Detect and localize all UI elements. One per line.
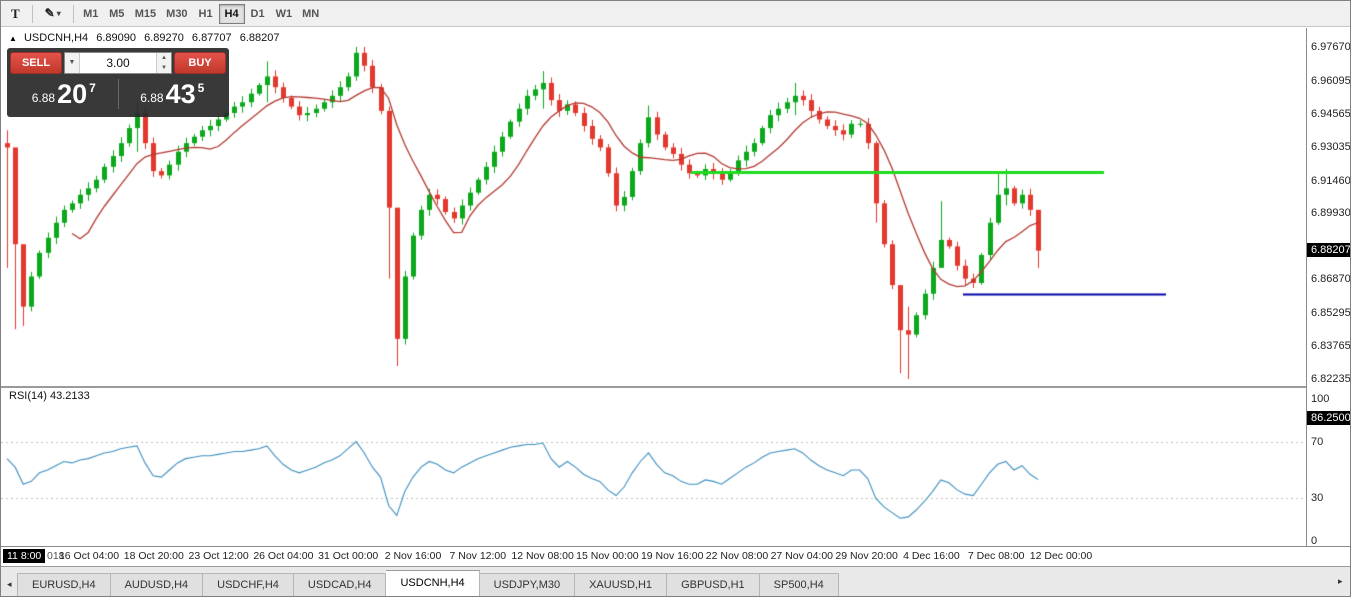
rsi-axis-label: 30 xyxy=(1311,492,1324,505)
trade-buttons-row: SELL ▼ ▲ ▼ BUY xyxy=(10,51,226,74)
top-toolbar: T ✎ ▾ M1 M5 M15 M30 H1 H4 D1 W1 MN xyxy=(1,1,1350,27)
lot-steppers: ▲ ▼ xyxy=(156,52,171,73)
time-axis[interactable]: 11 8:00 018 16 Oct 04:00 18 Oct 20:00 23 O… xyxy=(1,546,1350,567)
price-divider xyxy=(117,79,119,109)
price-axis-label: 6.93035 xyxy=(1311,140,1351,153)
current-price-badge: 6.88207 xyxy=(1307,242,1350,257)
buy-price-big: 43 xyxy=(165,78,196,109)
tab-sp500-h4[interactable]: SP500,H4 xyxy=(759,573,839,596)
tab-usdchf-h4[interactable]: USDCHF,H4 xyxy=(203,573,294,596)
rsi-axis-label: 70 xyxy=(1311,435,1324,448)
price-axis-label: 6.83765 xyxy=(1311,340,1351,353)
tab-eurusd-h4[interactable]: EURUSD,H4 xyxy=(17,573,111,596)
price-axis-label: 6.86870 xyxy=(1311,273,1351,286)
price-axis-label: 6.97670 xyxy=(1311,41,1351,53)
rsi-axis-label: 100 xyxy=(1311,393,1330,405)
time-axis-label: 23 Oct 12:00 xyxy=(188,550,249,562)
sell-price-sup: 7 xyxy=(89,81,96,95)
ohlc-low: 6.87707 xyxy=(191,32,232,44)
rsi-value-badge: 86.2500 xyxy=(1307,410,1350,425)
timeframe-h1[interactable]: H1 xyxy=(193,4,219,24)
symbol-label: USDCNH,H4 xyxy=(23,32,89,44)
tab-audusd-h4[interactable]: AUDUSD,H4 xyxy=(110,573,204,596)
sell-price-big: 20 xyxy=(57,78,88,109)
symbol-marker-icon: ▲ xyxy=(9,34,17,43)
time-badge: 11 8:00 xyxy=(3,549,46,563)
sell-price-prefix: 6.88 xyxy=(31,91,56,105)
timeframe-m5[interactable]: M5 xyxy=(104,4,130,24)
lot-dropdown-icon[interactable]: ▼ xyxy=(65,52,80,73)
chart-tabs: EURUSD,H4 AUDUSD,H4 USDCHF,H4 USDCAD,H4 USDC… xyxy=(17,570,839,596)
ohlc-open: 6.89090 xyxy=(96,32,136,44)
time-axis-label: 7 Nov 12:00 xyxy=(449,550,507,562)
tab-usdjpy-m30[interactable]: USDJPY,M30 xyxy=(479,573,576,596)
time-axis-label: 26 Oct 04:00 xyxy=(253,550,314,562)
text-tool-button[interactable]: T xyxy=(4,4,27,24)
lot-size-control: ▼ ▲ ▼ xyxy=(64,51,172,74)
lot-decrease-button[interactable]: ▼ xyxy=(157,62,171,73)
timeframe-m15[interactable]: M15 xyxy=(130,4,161,24)
chart-tab-bar: ◂ EURUSD,H4 AUDUSD,H4 USDCHF,H4 USDCAD,H4 US… xyxy=(1,566,1350,596)
sell-price: 6.88 20 7 xyxy=(10,78,118,109)
tabs-scroll-left-icon[interactable]: ◂ xyxy=(1,574,17,594)
chevron-down-icon: ▾ xyxy=(56,9,61,18)
timeframe-mn[interactable]: MN xyxy=(297,4,324,24)
time-axis-label: 12 Dec 00:00 xyxy=(1029,550,1093,562)
price-axis-label: 6.82235 xyxy=(1311,373,1351,385)
trade-prices-row: 6.88 20 7 6.88 43 5 xyxy=(10,74,226,114)
price-axis[interactable]: 6.88207 86.2500 6.97670 6.96095 6.94565 6.9… xyxy=(1306,28,1351,547)
time-axis-label: 19 Nov 16:00 xyxy=(640,550,704,562)
tab-usdcad-h4[interactable]: USDCAD,H4 xyxy=(293,573,387,596)
time-axis-label: 31 Oct 00:00 xyxy=(318,550,379,562)
time-axis-label: 29 Nov 20:00 xyxy=(835,550,898,562)
one-click-trading-panel: SELL ▼ ▲ ▼ BUY 6.88 20 7 xyxy=(7,48,229,117)
timeframe-h4[interactable]: H4 xyxy=(218,3,245,24)
tab-xauusd-h1[interactable]: XAUUSD,H1 xyxy=(575,573,668,596)
buy-price: 6.88 43 5 xyxy=(119,78,227,109)
time-axis-label: 18 Oct 20:00 xyxy=(123,550,184,562)
time-axis-label: 22 Nov 08:00 xyxy=(705,550,769,562)
price-axis-label: 6.94565 xyxy=(1311,107,1351,120)
time-axis-label: 15 Nov 00:00 xyxy=(576,550,639,562)
ohlc-high: 6.89270 xyxy=(144,32,184,44)
timeframe-group: M1 M5 M15 M30 H1 H4 D1 W1 MN xyxy=(78,3,324,24)
timeframe-w1[interactable]: W1 xyxy=(271,4,298,24)
tab-gbpusd-h1[interactable]: GBPUSD,H1 xyxy=(667,573,760,596)
draw-tool-button[interactable]: ✎ ▾ xyxy=(38,4,68,24)
buy-price-sup: 5 xyxy=(197,81,205,95)
timeframe-d1[interactable]: D1 xyxy=(245,4,271,24)
rsi-axis-label: 0 xyxy=(1311,535,1318,547)
price-axis-label: 6.85295 xyxy=(1311,307,1351,320)
chart-area: ▲ USDCNH,H4 6.89090 6.89270 6.87707 6.88… xyxy=(1,28,1351,567)
chart-title: ▲ USDCNH,H4 6.89090 6.89270 6.87707 6.88… xyxy=(9,32,284,44)
ohlc-close: 6.88207 xyxy=(239,32,280,44)
time-axis-label: 27 Nov 04:00 xyxy=(770,550,834,562)
buy-button[interactable]: BUY xyxy=(174,51,226,74)
buy-price-prefix: 6.88 xyxy=(140,91,164,105)
time-axis-label: 16 Oct 04:00 xyxy=(58,550,120,562)
price-axis-label: 6.96095 xyxy=(1311,74,1351,87)
tabs-scroll-right-icon[interactable]: ▸ xyxy=(1332,571,1348,591)
price-axis-label: 6.91460 xyxy=(1311,174,1351,187)
time-axis-label: 12 Nov 08:00 xyxy=(511,550,574,562)
indicator-splitter[interactable] xyxy=(1,386,1350,388)
toolbar-separator xyxy=(72,4,74,23)
time-axis-label: 2 Nov 16:00 xyxy=(384,550,442,562)
toolbar-separator xyxy=(31,4,33,23)
sell-button[interactable]: SELL xyxy=(10,51,62,74)
time-axis-label: 7 Dec 08:00 xyxy=(967,550,1025,562)
time-badge-suffix: 018 xyxy=(47,550,65,562)
pencil-icon: ✎ xyxy=(44,6,55,20)
timeframe-m30[interactable]: M30 xyxy=(161,4,192,24)
time-axis-label: 4 Dec 16:00 xyxy=(903,550,960,562)
tab-usdcnh-h4[interactable]: USDCNH,H4 xyxy=(386,570,480,596)
timeframe-m1[interactable]: M1 xyxy=(78,4,104,24)
price-axis-label: 6.89930 xyxy=(1311,207,1351,220)
rsi-canvas[interactable] xyxy=(1,398,1306,544)
rsi-label: RSI(14) 43.2133 xyxy=(9,390,90,402)
lot-increase-button[interactable]: ▲ xyxy=(157,52,171,63)
lot-size-input[interactable] xyxy=(80,52,156,73)
